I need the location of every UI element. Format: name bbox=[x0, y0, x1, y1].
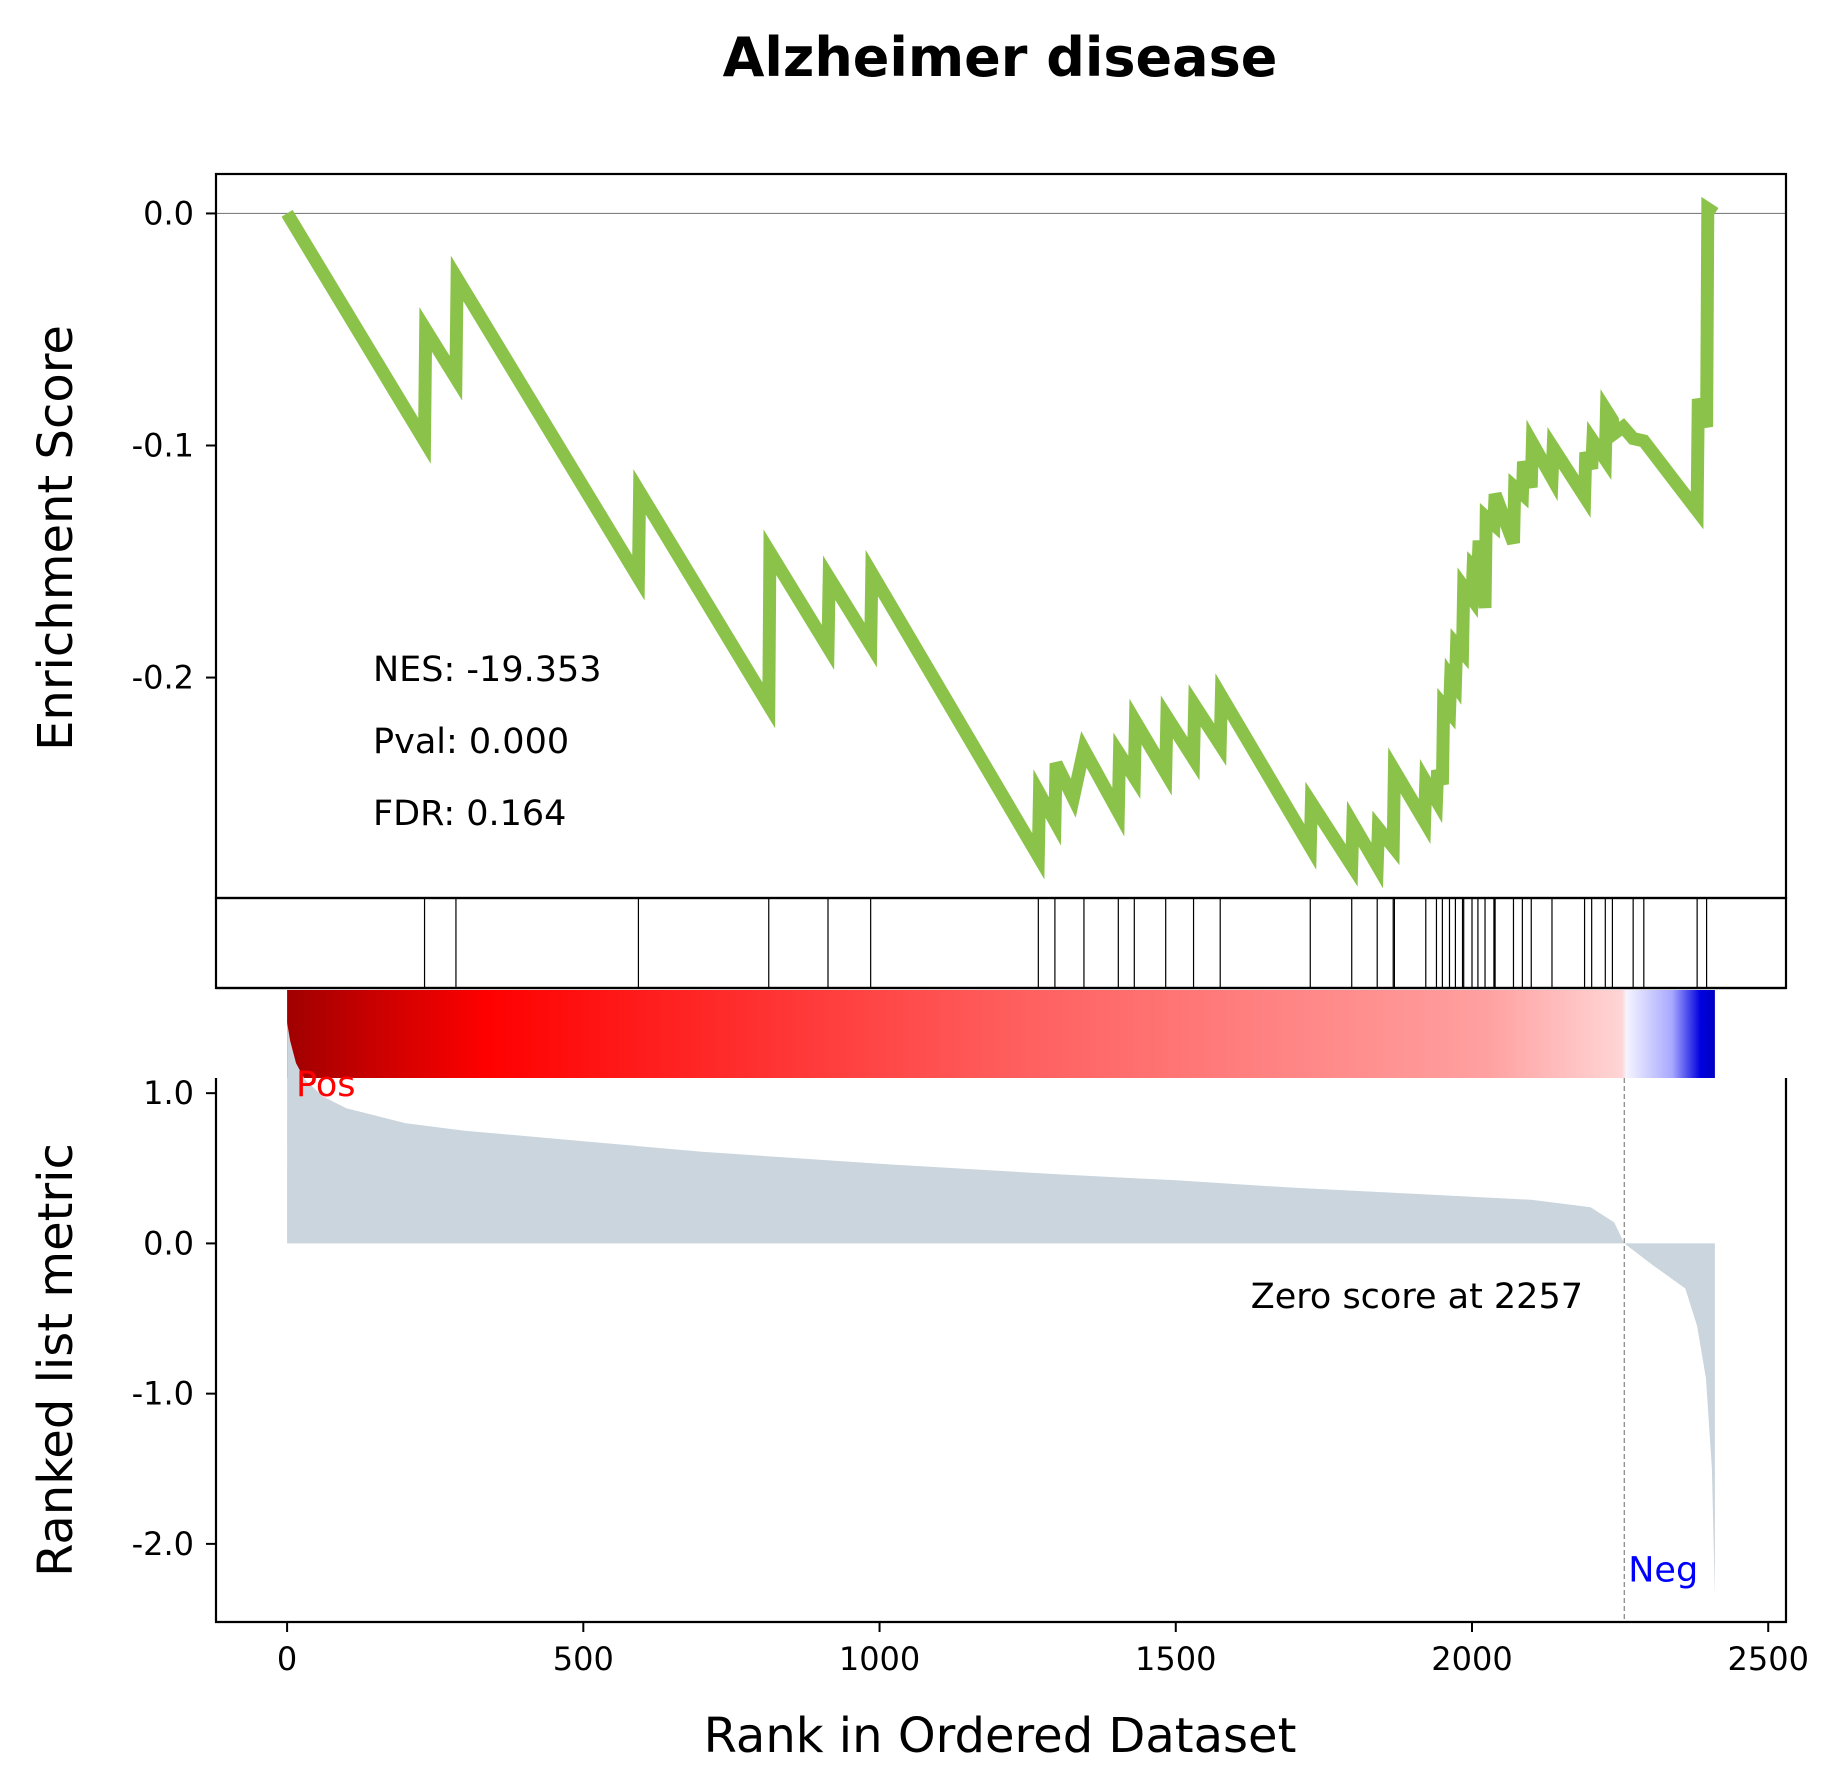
zero-score-label: Zero score at 2257 bbox=[1251, 1277, 1583, 1317]
pval-stat: Pval: 0.000 bbox=[373, 722, 569, 762]
hits-panel-frame bbox=[214, 896, 1788, 990]
es-y-tick-label: -0.2 bbox=[132, 659, 194, 697]
ranked-y-tick-label: 0.0 bbox=[143, 1224, 194, 1262]
enrichment-score-panel: 0.0 -0.1 -0.2 NES: -19.353 Pval: 0.000 FDR… bbox=[132, 172, 1788, 900]
es-y-axis-label: Enrichment Score bbox=[28, 325, 84, 751]
x-tick-label: 500 bbox=[553, 1640, 614, 1678]
es-y-ticks: 0.0 -0.1 -0.2 bbox=[132, 194, 216, 697]
nes-stat: NES: -19.353 bbox=[373, 650, 602, 690]
ranked-y-tick-label: 1.0 bbox=[143, 1074, 194, 1112]
chart-title: Alzheimer disease bbox=[723, 26, 1278, 89]
x-axis-ticks: 0 500 1000 1500 2000 2500 bbox=[277, 1622, 1809, 1678]
enrichment-score-line bbox=[281, 196, 1719, 889]
hit-lines bbox=[423, 898, 1708, 988]
x-axis-label: Rank in Ordered Dataset bbox=[704, 1708, 1297, 1764]
ranked-metric-y-ticks: 1.0 0.0 -1.0 -2.0 bbox=[132, 1074, 216, 1563]
fdr-stat: FDR: 0.164 bbox=[373, 794, 566, 834]
pos-label: Pos bbox=[296, 1065, 356, 1105]
gene-hits-panel bbox=[214, 896, 1788, 990]
ranked-metric-y-axis-label: Ranked list metric bbox=[28, 1143, 84, 1577]
x-tick-label: 1000 bbox=[839, 1640, 920, 1678]
es-y-tick-label: -0.1 bbox=[132, 427, 194, 465]
ranked-panel-frame bbox=[214, 986, 1788, 1624]
x-tick-label: 0 bbox=[277, 1640, 297, 1678]
es-y-tick-label: 0.0 bbox=[143, 194, 194, 232]
ranked-metric-panel: Zero score at 2257 Pos Neg 1.0 0.0 -1.0 -2.… bbox=[132, 986, 1809, 1678]
x-tick-label: 2000 bbox=[1431, 1640, 1512, 1678]
ranked-y-tick-label: -2.0 bbox=[132, 1525, 194, 1563]
ranked-metric-area bbox=[287, 1022, 1715, 1597]
rank-heatmap-bar bbox=[287, 990, 1715, 1078]
ranked-y-tick-label: -1.0 bbox=[132, 1375, 194, 1413]
neg-label: Neg bbox=[1628, 1550, 1698, 1590]
x-tick-label: 1500 bbox=[1135, 1640, 1216, 1678]
x-tick-label: 2500 bbox=[1728, 1640, 1809, 1678]
